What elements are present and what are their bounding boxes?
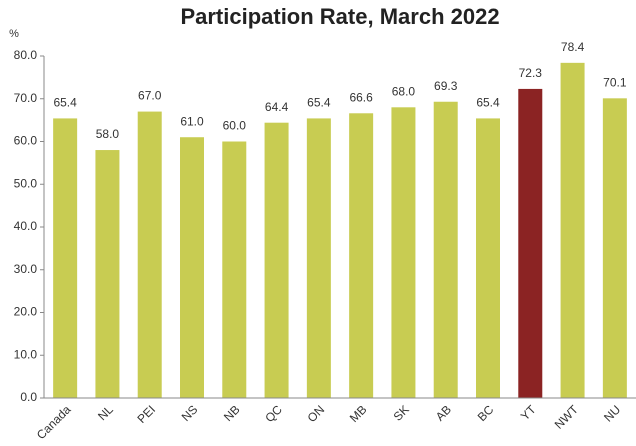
data-label: 78.4 [561, 40, 585, 54]
bar [95, 150, 120, 398]
x-tick-label: PEI [135, 402, 159, 426]
y-tick-label: 60.0 [14, 134, 38, 148]
x-tick-label: NU [601, 402, 623, 424]
x-tick-label: YT [518, 402, 539, 423]
y-tick-label: 80.0 [14, 48, 38, 62]
x-tick-label: Canada [34, 402, 74, 442]
data-label: 61.0 [180, 114, 204, 128]
bar [433, 101, 458, 399]
bar [264, 122, 289, 398]
bar [180, 137, 204, 398]
y-axis-label: % [9, 28, 19, 40]
y-tick-label: 10.0 [14, 347, 38, 361]
x-tick-label: SK [391, 402, 412, 423]
bar [306, 118, 331, 398]
bar [476, 118, 500, 398]
data-label: 65.4 [307, 96, 331, 110]
x-tick-label: AB [433, 402, 454, 423]
data-label: 69.3 [434, 79, 458, 93]
bar [391, 107, 416, 399]
x-tick-label: NB [221, 402, 243, 424]
x-tick-label: NWT [552, 402, 582, 432]
data-label: 60.0 [223, 119, 247, 133]
x-tick-label: MB [347, 402, 370, 425]
x-tick-label: NS [179, 402, 201, 424]
bar [137, 111, 162, 398]
data-label: 64.4 [265, 100, 289, 114]
data-label: 72.3 [519, 66, 543, 80]
y-tick-label: 20.0 [14, 305, 38, 319]
bar [560, 62, 585, 399]
data-label: 58.0 [96, 127, 120, 141]
y-tick-label: 40.0 [14, 219, 38, 233]
data-label: 68.0 [392, 84, 416, 98]
bar [602, 98, 627, 398]
x-tick-label: NL [95, 402, 116, 423]
x-tick-label: BC [475, 402, 497, 424]
x-tick-label: ON [305, 402, 328, 425]
y-tick-label: 50.0 [14, 176, 38, 190]
data-label: 65.4 [53, 96, 77, 110]
bar [53, 118, 78, 398]
bar [222, 141, 247, 398]
data-label: 66.6 [349, 90, 373, 104]
data-label: 65.4 [476, 96, 500, 110]
data-label: 70.1 [603, 75, 627, 89]
y-tick-label: 30.0 [14, 262, 38, 276]
bar [518, 88, 543, 398]
bar [349, 113, 374, 398]
x-tick-label: QC [262, 402, 285, 425]
y-tick-label: 0.0 [20, 390, 37, 404]
chart-title: Participation Rate, March 2022 [180, 4, 499, 29]
data-label: 67.0 [138, 89, 162, 103]
y-tick-label: 70.0 [14, 91, 38, 105]
